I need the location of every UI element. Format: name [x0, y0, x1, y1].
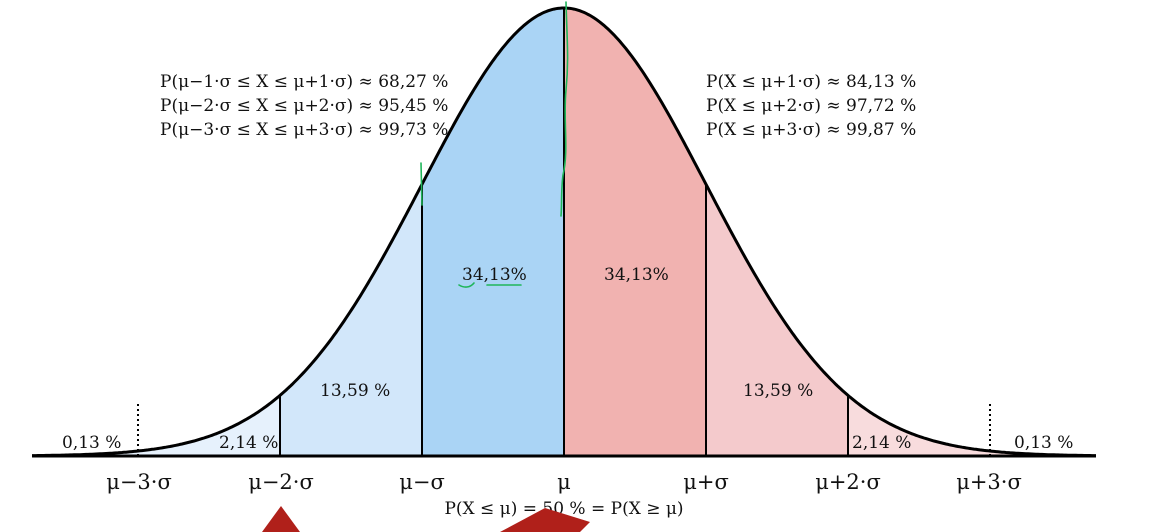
tail-left-label: 0,13 %: [62, 433, 121, 453]
handwritten-annotations: [420, 1, 569, 288]
band1-right-label: 13,59 %: [743, 381, 813, 401]
tick-mu-plus-3sigma: μ+3·σ: [956, 470, 1022, 494]
interval-probability-block: P(μ−1·σ ≤ X ≤ μ+1·σ) ≈ 68,27 % P(μ−2·σ ≤…: [160, 72, 448, 140]
median-equation: P(X ≤ μ) = 50 % = P(X ≥ μ): [444, 499, 683, 519]
marker-left-shape: [262, 506, 300, 532]
cumulative-prob-3: P(X ≤ μ+3·σ) ≈ 99,87 %: [706, 120, 916, 140]
sigma-lines: [137, 8, 991, 456]
band2-right-label: 2,14 %: [852, 433, 911, 453]
tick-mu-minus-2sigma: μ−2·σ: [248, 470, 314, 494]
annotation-mark-minus-sigma: [420, 162, 423, 206]
tick-mu-plus-sigma: μ+σ: [683, 470, 729, 494]
tick-mu-minus-sigma: μ−σ: [399, 470, 445, 494]
interval-prob-2: P(μ−2·σ ≤ X ≤ μ+2·σ) ≈ 95,45 %: [160, 96, 448, 116]
marker-center-shape: [500, 508, 590, 532]
cumulative-probability-block: P(X ≤ μ+1·σ) ≈ 84,13 % P(X ≤ μ+2·σ) ≈ 97…: [706, 72, 916, 140]
region-center-right: [564, 8, 706, 456]
tick-mu-minus-3sigma: μ−3·σ: [106, 470, 172, 494]
bell-curve: [32, 6, 1096, 458]
band2-left-label: 2,14 %: [219, 433, 278, 453]
center-left-label: 34,13%: [462, 265, 527, 285]
annotation-underline-1: [458, 282, 475, 288]
bottom-markers: [262, 506, 590, 532]
band1-left-label: 13,59 %: [320, 381, 390, 401]
interval-prob-1: P(μ−1·σ ≤ X ≤ μ+1·σ) ≈ 68,27 %: [160, 72, 448, 92]
axis-tick-labels: μ−3·σ μ−2·σ μ−σ μ μ+σ μ+2·σ μ+3·σ: [106, 470, 1022, 494]
region-band2-left: [138, 395, 280, 456]
interval-prob-3: P(μ−3·σ ≤ X ≤ μ+3·σ) ≈ 99,73 %: [160, 120, 448, 140]
region-band2-right: [848, 395, 990, 456]
cumulative-prob-1: P(X ≤ μ+1·σ) ≈ 84,13 %: [706, 72, 916, 92]
annotation-mark-mu: [560, 1, 569, 217]
cumulative-prob-2: P(X ≤ μ+2·σ) ≈ 97,72 %: [706, 96, 916, 116]
tick-mu: μ: [557, 470, 571, 494]
tail-right-label: 0,13 %: [1014, 433, 1073, 453]
tick-mu-plus-2sigma: μ+2·σ: [815, 470, 881, 494]
region-labels: 0,13 % 2,14 % 13,59 % 34,13% 34,13% 13,5…: [62, 265, 1073, 453]
center-right-label: 34,13%: [604, 265, 669, 285]
